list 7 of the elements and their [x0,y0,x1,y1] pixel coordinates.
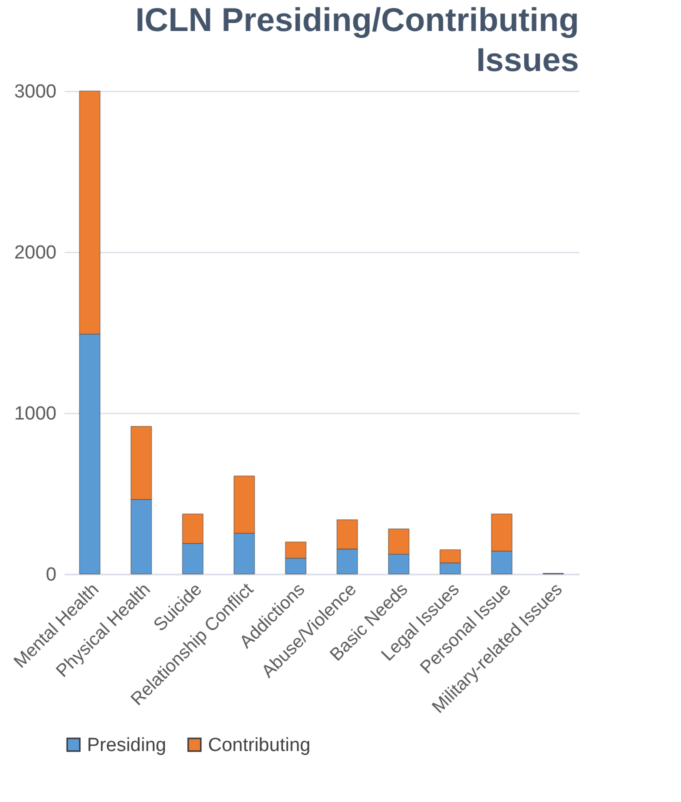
y-tick-label: 3000 [14,82,56,102]
y-tick-label: 2000 [14,242,56,264]
chart-title: ICLN Presiding/Contributing Issues [135,1,579,78]
legend-label: Presiding [87,734,166,756]
legend-label: Contributing [208,734,310,756]
y-tick-label: 1000 [14,404,56,424]
y-tick-label: 0 [46,564,56,586]
